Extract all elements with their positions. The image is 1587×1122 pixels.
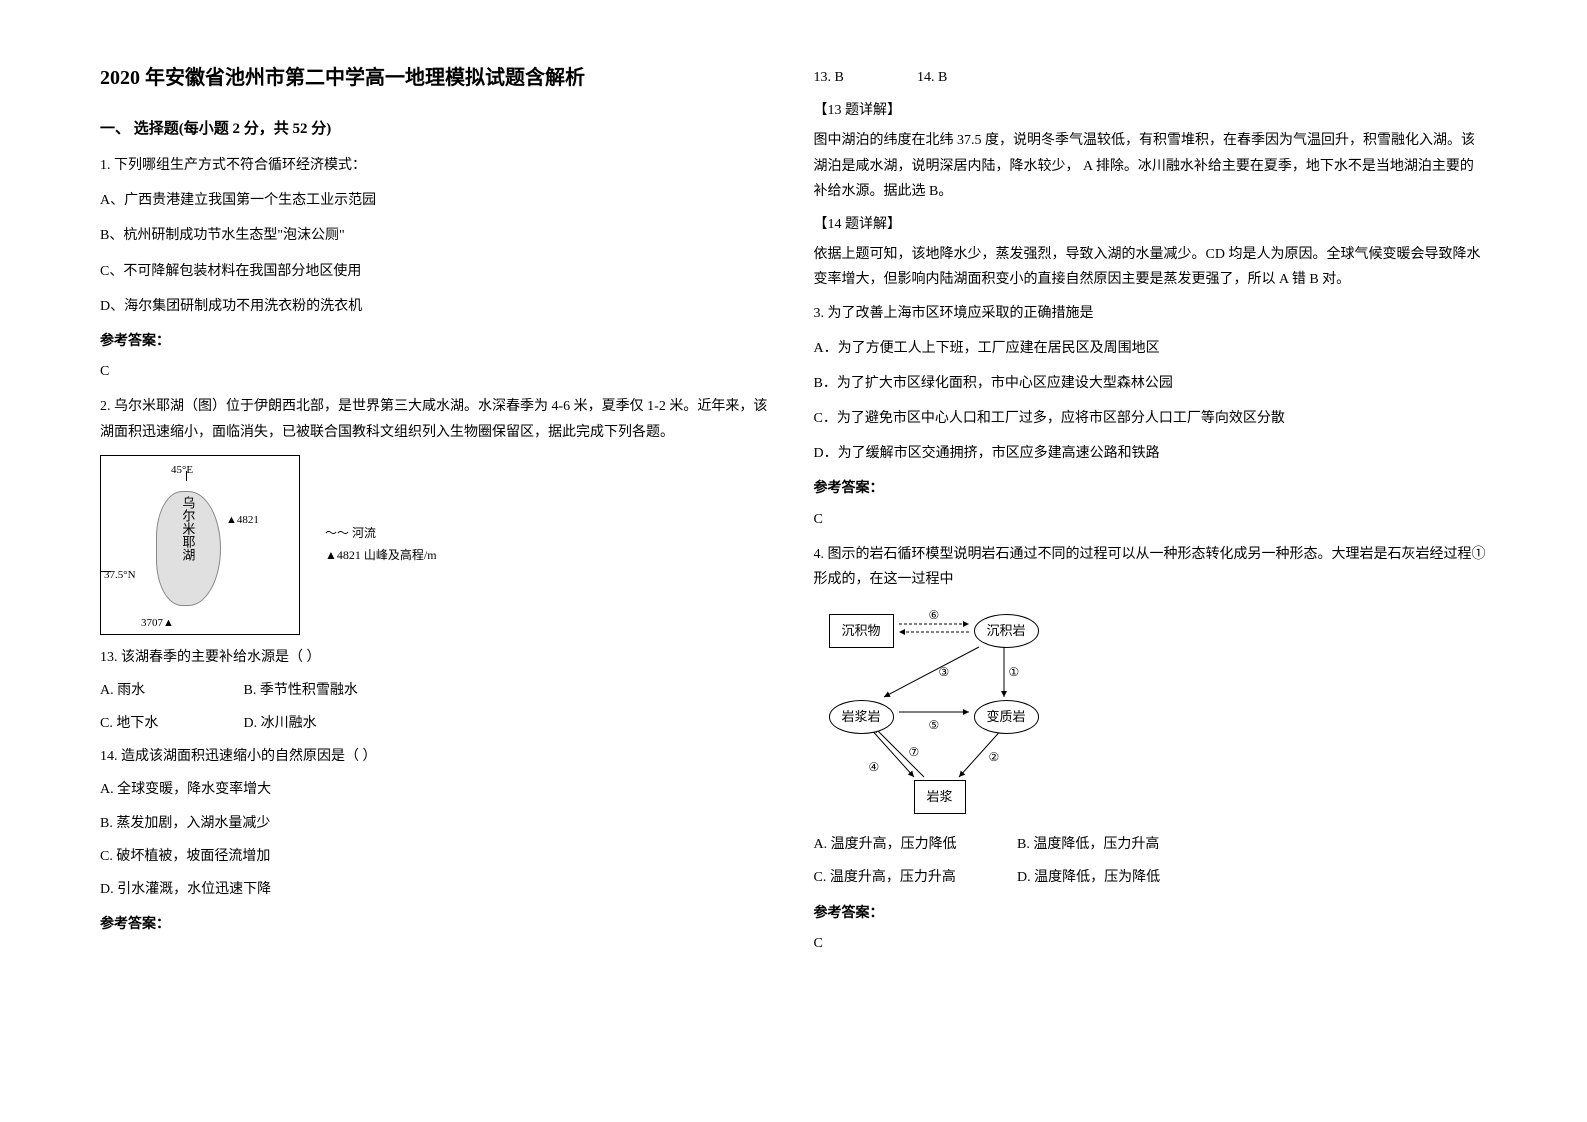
igneous-box: 岩浆岩 [829,700,894,733]
q4-options-row2: C. 温度升高，压力升高 D. 温度降低，压为降低 [814,865,1488,890]
page-title: 2020 年安徽省池州市第二中学高一地理模拟试题含解析 [100,60,774,96]
q1-option-a: A、广西贵港建立我国第一个生态工业示范园 [100,188,774,213]
answer-13: 13. B [814,65,914,90]
rock-cycle-diagram: 沉积物 沉积岩 岩浆岩 变质岩 岩浆 ⑥ ① ③ ⑤ ④ ⑦ ② [814,602,1074,822]
arrow-5: ⑤ [929,715,940,737]
section-1-header: 一、 选择题(每小题 2 分，共 52 分) [100,116,774,143]
arrow-2: ② [989,747,1000,769]
q4-option-d: D. 温度降低，压为降低 [1017,870,1160,885]
map-legend: ～～ 河流 ▲4821 山峰及高程/m [315,523,437,566]
arrow-4: ④ [869,757,880,779]
sediment-box: 沉积物 [829,614,894,647]
q4-stem: 4. 图示的岩石循环模型说明岩石通过不同的过程可以从一种形态转化成另一种形态。大… [814,542,1488,592]
q4-options-row1: A. 温度升高，压力降低 B. 温度降低，压力升高 [814,832,1488,857]
q1-option-d: D、海尔集团研制成功不用洗衣粉的洗衣机 [100,294,774,319]
exp13-label: 【13 题详解】 [814,98,1488,123]
metamorphic-box: 变质岩 [974,700,1039,733]
lake-name: 乌尔米耶湖 [176,496,199,561]
q3-answer-label: 参考答案： [814,476,1488,501]
q13-stem: 13. 该湖春季的主要补给水源是（ ） [100,645,774,670]
arrow-7: ⑦ [909,742,920,764]
q13-option-b: B. 季节性积雪融水 [244,683,358,698]
river-legend-label: 河流 [352,526,376,540]
q14-option-c: C. 破坏植被，坡面径流增加 [100,844,774,869]
right-column: 13. B 14. B 【13 题详解】 图中湖泊的纬度在北纬 37.5 度，说… [794,60,1508,1062]
peak-1: ▲4821 [226,511,259,531]
q2-stem: 2. 乌尔米耶湖（图）位于伊朗西北部，是世界第三大咸水湖。水深春季为 4-6 米… [100,394,774,444]
q1-answer-label: 参考答案： [100,329,774,354]
q13-options-row1: A. 雨水 B. 季节性积雪融水 [100,678,774,703]
exp13-text: 图中湖泊的纬度在北纬 37.5 度，说明冬季气温较低，有积雪堆积，在春季因为气温… [814,128,1488,204]
left-column: 2020 年安徽省池州市第二中学高一地理模拟试题含解析 一、 选择题(每小题 2… [80,60,794,1062]
q14-stem: 14. 造成该湖面积迅速缩小的自然原因是（ ） [100,744,774,769]
map-lon-label: 45°E [171,461,193,481]
river-legend: ～～ 河流 [325,523,437,545]
q2-answer-label: 参考答案： [100,912,774,937]
peak-2: 3707▲ [141,614,174,634]
q4-option-c: C. 温度升高，压力升高 [814,865,1014,890]
arrow-3: ③ [939,662,950,684]
q3-option-a: A．为了方便工人上下班，工厂应建在居民区及周围地区 [814,336,1488,361]
q3-answer: C [814,507,1488,532]
q3-option-c: C．为了避免市区中心人口和工厂过多，应将市区部分人口工厂等向效区分散 [814,406,1488,431]
lon-tick [186,471,187,481]
q14-option-b: B. 蒸发加剧，入湖水量减少 [100,811,774,836]
q4-option-b: B. 温度降低，压力升高 [1017,837,1159,852]
q4-option-a: A. 温度升高，压力降低 [814,832,1014,857]
q3-option-b: B．为了扩大市区绿化面积，市中心区应建设大型森林公园 [814,371,1488,396]
lake-map: 45°E 37.5°N 乌尔米耶湖 ▲4821 3707▲ [100,455,300,635]
magma-box: 岩浆 [914,780,966,813]
river-symbol-icon: ～～ [325,526,349,540]
q13-option-a: A. 雨水 [100,678,240,703]
q1-option-c: C、不可降解包装材料在我国部分地区使用 [100,259,774,284]
map-diagram-container: 45°E 37.5°N 乌尔米耶湖 ▲4821 3707▲ ～～ 河流 ▲482… [100,455,774,635]
map-lat-label: 37.5°N [104,566,136,586]
q13-options-row2: C. 地下水 D. 冰川融水 [100,711,774,736]
answers-row: 13. B 14. B [814,65,1488,90]
q13-option-d: D. 冰川融水 [244,716,317,731]
arrow-1: ① [1009,662,1020,684]
arrow-6: ⑥ [929,605,940,627]
q3-option-d: D．为了缓解市区交通拥挤，市区应多建高速公路和铁路 [814,441,1488,466]
q4-answer: C [814,931,1488,956]
q3-stem: 3. 为了改善上海市区环境应采取的正确措施是 [814,301,1488,326]
answer-14: 14. B [917,70,947,85]
sedimentary-box: 沉积岩 [974,614,1039,647]
q1-stem: 1. 下列哪组生产方式不符合循环经济模式： [100,153,774,178]
q14-option-a: A. 全球变暖，降水变率增大 [100,777,774,802]
peak-legend: ▲4821 山峰及高程/m [325,545,437,567]
q4-answer-label: 参考答案： [814,901,1488,926]
lat-tick [101,571,111,572]
q13-option-c: C. 地下水 [100,711,240,736]
q1-answer: C [100,359,774,384]
q1-option-b: B、杭州研制成功节水生态型"泡沫公厕" [100,223,774,248]
exp14-text: 依据上题可知，该地降水少，蒸发强烈，导致入湖的水量减少。CD 均是人为原因。全球… [814,242,1488,292]
q14-option-d: D. 引水灌溉，水位迅速下降 [100,877,774,902]
exp14-label: 【14 题详解】 [814,212,1488,237]
